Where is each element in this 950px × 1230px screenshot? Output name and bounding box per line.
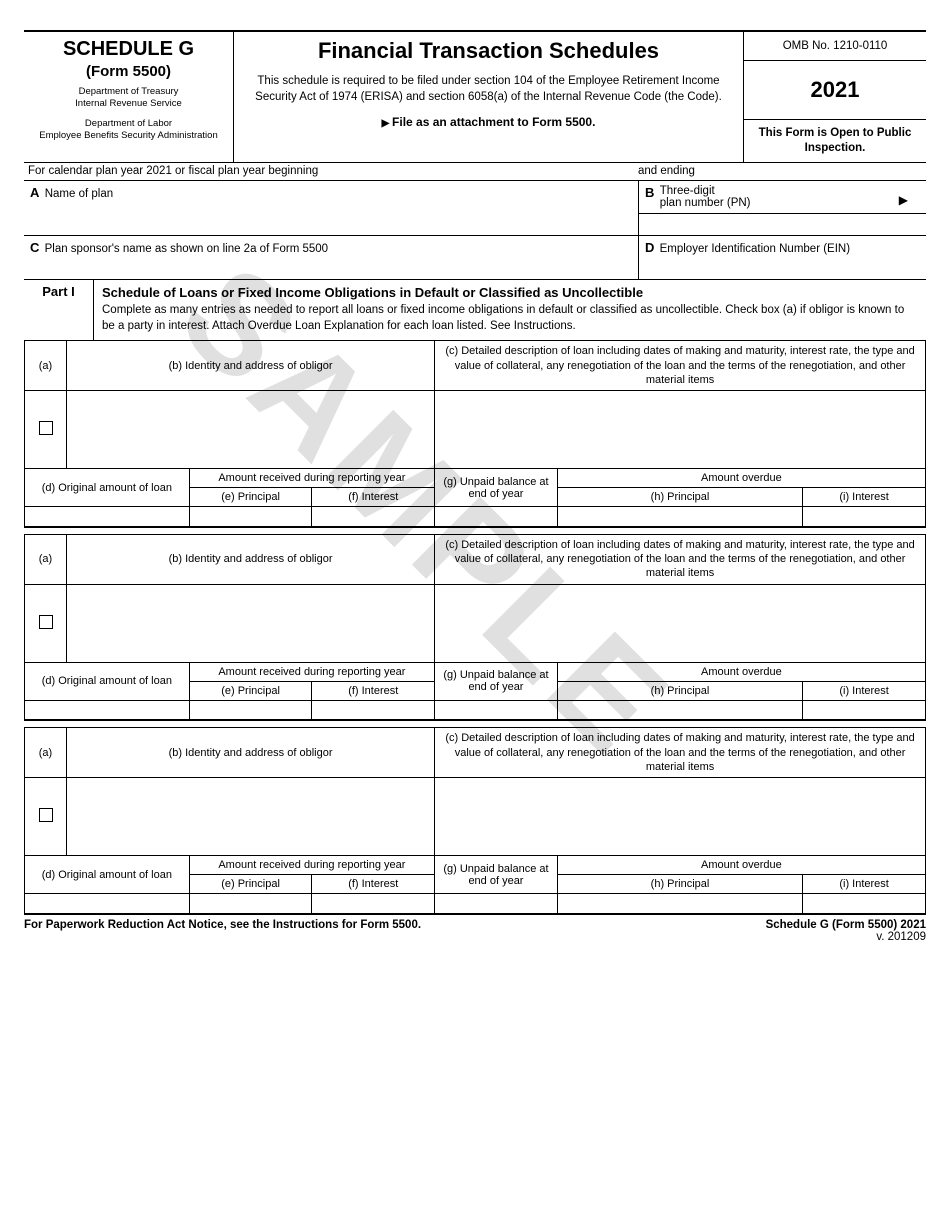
col-f-header: (f) Interest — [312, 681, 435, 700]
loan-entry-2: (a) (b) Identity and address of obligor … — [24, 534, 926, 721]
col-b-header: (b) Identity and address of obligor — [67, 728, 435, 778]
loan-entry-3: (a) (b) Identity and address of obligor … — [24, 727, 926, 914]
col-b-header: (b) Identity and address of obligor — [67, 341, 435, 390]
plan-number-input[interactable] — [639, 213, 926, 235]
plan-year-ending-label: and ending — [638, 165, 695, 177]
interest-overdue-input[interactable] — [803, 700, 926, 720]
interest-overdue-input[interactable] — [803, 894, 926, 914]
form-version: v. 201209 — [766, 931, 926, 943]
col-f-header: (f) Interest — [312, 875, 435, 894]
field-c-label: Plan sponsor's name as shown on line 2a … — [45, 243, 328, 255]
col-h-header: (h) Principal — [557, 875, 802, 894]
col-b-header: (b) Identity and address of obligor — [67, 534, 435, 584]
col-c-header: (c) Detailed description of loan includi… — [435, 534, 926, 584]
col-d-header: (d) Original amount of loan — [25, 856, 190, 894]
col-g-header: (g) Unpaid balance at end of year — [435, 469, 558, 507]
party-interest-checkbox[interactable] — [39, 808, 53, 822]
field-b-label-1: Three-digit — [660, 185, 715, 197]
col-f-header: (f) Interest — [312, 488, 435, 507]
obligor-input[interactable] — [67, 391, 435, 469]
field-d-letter: D — [645, 240, 654, 255]
plan-name-input[interactable] — [30, 200, 632, 226]
principal-received-input[interactable] — [189, 507, 312, 527]
col-i-header: (i) Interest — [803, 488, 926, 507]
omb-number: OMB No. 1210-0110 — [744, 32, 926, 61]
col-c-header: (c) Detailed description of loan includi… — [435, 341, 926, 390]
col-i-header: (i) Interest — [803, 875, 926, 894]
original-amount-input[interactable] — [25, 700, 190, 720]
amount-received-header: Amount received during reporting year — [189, 469, 434, 488]
principal-overdue-input[interactable] — [557, 894, 802, 914]
plan-year-beginning-label: For calendar plan year 2021 or fiscal pl… — [28, 165, 638, 177]
dept-irs: Internal Revenue Service — [28, 98, 229, 110]
dept-labor: Department of Labor — [28, 118, 229, 130]
unpaid-balance-input[interactable] — [435, 894, 558, 914]
field-a-label: Name of plan — [45, 188, 113, 200]
col-d-header: (d) Original amount of loan — [25, 662, 190, 700]
col-e-header: (e) Principal — [189, 488, 312, 507]
original-amount-input[interactable] — [25, 507, 190, 527]
original-amount-input[interactable] — [25, 894, 190, 914]
col-d-header: (d) Original amount of loan — [25, 469, 190, 507]
col-g-header: (g) Unpaid balance at end of year — [435, 856, 558, 894]
col-h-header: (h) Principal — [557, 681, 802, 700]
attachment-instruction: File as an attachment to Form 5500. — [244, 115, 733, 129]
form-header: SCHEDULE G (Form 5500) Department of Tre… — [24, 30, 926, 163]
paperwork-notice: For Paperwork Reduction Act Notice, see … — [24, 919, 421, 943]
col-a-header: (a) — [25, 341, 67, 390]
principal-overdue-input[interactable] — [557, 507, 802, 527]
interest-received-input[interactable] — [312, 507, 435, 527]
col-c-header: (c) Detailed description of loan includi… — [435, 728, 926, 778]
col-e-header: (e) Principal — [189, 681, 312, 700]
col-h-header: (h) Principal — [557, 488, 802, 507]
form-description: This schedule is required to be filed un… — [244, 74, 733, 105]
plan-year-row: For calendar plan year 2021 or fiscal pl… — [24, 163, 926, 181]
principal-received-input[interactable] — [189, 894, 312, 914]
col-e-header: (e) Principal — [189, 875, 312, 894]
interest-overdue-input[interactable] — [803, 507, 926, 527]
form-number: (Form 5500) — [28, 63, 229, 80]
party-interest-checkbox[interactable] — [39, 615, 53, 629]
loan-description-input[interactable] — [435, 391, 926, 469]
unpaid-balance-input[interactable] — [435, 700, 558, 720]
interest-received-input[interactable] — [312, 700, 435, 720]
part-1-description: Complete as many entries as needed to re… — [102, 303, 918, 334]
field-b-letter: B — [645, 185, 654, 200]
form-title: Financial Transaction Schedules — [244, 38, 733, 64]
unpaid-balance-input[interactable] — [435, 507, 558, 527]
form-year: 2021 — [744, 61, 926, 120]
amount-overdue-header: Amount overdue — [557, 469, 925, 488]
open-inspection-notice: This Form is Open to Public Inspection. — [744, 120, 926, 162]
loan-description-input[interactable] — [435, 778, 926, 856]
arrow-icon: ▶ — [899, 193, 908, 207]
part-1-title: Schedule of Loans or Fixed Income Obliga… — [102, 284, 918, 302]
field-c-letter: C — [30, 240, 39, 255]
schedule-label: SCHEDULE G — [28, 38, 229, 61]
form-id-footer: Schedule G (Form 5500) 2021 — [766, 919, 926, 931]
dept-treasury: Department of Treasury — [28, 86, 229, 98]
obligor-input[interactable] — [67, 584, 435, 662]
part-1-label: Part I — [24, 280, 94, 341]
interest-received-input[interactable] — [312, 894, 435, 914]
loan-entry-1: (a) (b) Identity and address of obligor … — [24, 341, 926, 527]
amount-overdue-header: Amount overdue — [557, 856, 925, 875]
field-b-label-2: plan number (PN) — [660, 197, 751, 209]
amount-received-header: Amount received during reporting year — [189, 856, 434, 875]
principal-overdue-input[interactable] — [557, 700, 802, 720]
loan-description-input[interactable] — [435, 584, 926, 662]
party-interest-checkbox[interactable] — [39, 421, 53, 435]
obligor-input[interactable] — [67, 778, 435, 856]
col-i-header: (i) Interest — [803, 681, 926, 700]
dept-ebsa: Employee Benefits Security Administratio… — [28, 130, 229, 142]
amount-overdue-header: Amount overdue — [557, 662, 925, 681]
col-a-header: (a) — [25, 728, 67, 778]
field-d-label: Employer Identification Number (EIN) — [660, 243, 850, 255]
field-a-letter: A — [30, 185, 39, 200]
col-a-header: (a) — [25, 534, 67, 584]
principal-received-input[interactable] — [189, 700, 312, 720]
amount-received-header: Amount received during reporting year — [189, 662, 434, 681]
col-g-header: (g) Unpaid balance at end of year — [435, 662, 558, 700]
